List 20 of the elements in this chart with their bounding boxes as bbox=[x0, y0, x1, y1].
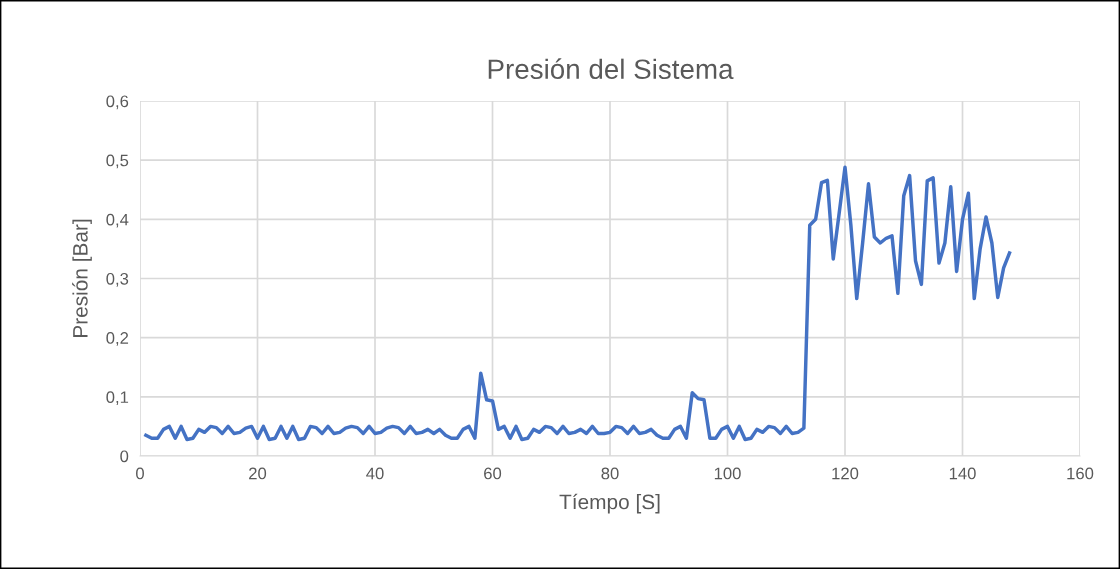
y-tick-label: 0,6 bbox=[106, 95, 129, 110]
y-tick-label: 0 bbox=[120, 450, 129, 463]
x-tick-label: 40 bbox=[366, 467, 384, 480]
chart-title: Presión del Sistema bbox=[488, 58, 734, 80]
y-axis-title: Presión [Bar] bbox=[72, 219, 92, 337]
y-tick-label: 0,2 bbox=[106, 332, 129, 346]
x-axis-title: Tíempo [S] bbox=[559, 493, 660, 514]
y-tick-label: 0,1 bbox=[106, 391, 129, 406]
y-tick-label: 0,4 bbox=[106, 213, 129, 228]
x-tick-label: 60 bbox=[484, 467, 502, 480]
x-tick-label: 120 bbox=[832, 467, 859, 480]
x-tick-label: 160 bbox=[1067, 467, 1094, 480]
x-tick-label: 100 bbox=[714, 467, 741, 480]
line-series bbox=[144, 165, 1012, 442]
x-tick-label: 0 bbox=[136, 467, 144, 480]
x-tick-label: 20 bbox=[249, 467, 267, 480]
x-tick-label: 80 bbox=[601, 467, 619, 480]
y-tick-label: 0,5 bbox=[106, 154, 129, 169]
y-tick-label: 0,3 bbox=[106, 272, 129, 287]
x-tick-label: 140 bbox=[949, 467, 976, 480]
